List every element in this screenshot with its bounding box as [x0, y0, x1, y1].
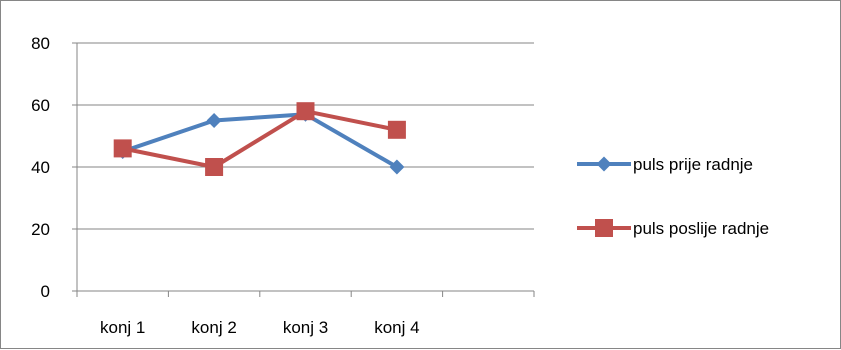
series-line [120, 109, 399, 169]
gridlines [77, 42, 534, 230]
data-point [595, 219, 613, 237]
series-line [120, 112, 399, 169]
series-puls-poslije-radnje [113, 102, 406, 176]
y-tick-label: 60 [31, 96, 50, 115]
x-tick-label: konj 3 [283, 318, 328, 337]
y-tick-label: 40 [31, 158, 50, 177]
x-tick-label: konj 1 [100, 318, 145, 337]
legend-label: puls prije radnje [633, 155, 753, 174]
y-tick-labels: 0 20 40 60 80 [31, 34, 50, 301]
legend: puls prije radnje puls poslije radnje [577, 155, 769, 238]
data-point [296, 102, 315, 121]
data-point [387, 120, 406, 139]
legend-label: puls poslije radnje [633, 219, 769, 238]
data-point [205, 158, 224, 176]
axes [72, 42, 535, 297]
data-point [113, 139, 132, 158]
data-point [389, 159, 405, 175]
y-tick-label: 20 [31, 220, 50, 239]
legend-entry: puls poslije radnje [577, 219, 769, 238]
y-tick-label: 0 [41, 282, 50, 301]
legend-entry: puls prije radnje [577, 155, 753, 174]
series-group [113, 102, 406, 176]
y-tick-label: 80 [31, 34, 50, 53]
x-tick-label: konj 4 [374, 318, 419, 337]
data-point [596, 156, 612, 172]
data-point [206, 113, 222, 128]
x-tick-label: konj 2 [191, 318, 236, 337]
x-tick-labels: konj 1 konj 2 konj 3 konj 4 [100, 318, 420, 337]
